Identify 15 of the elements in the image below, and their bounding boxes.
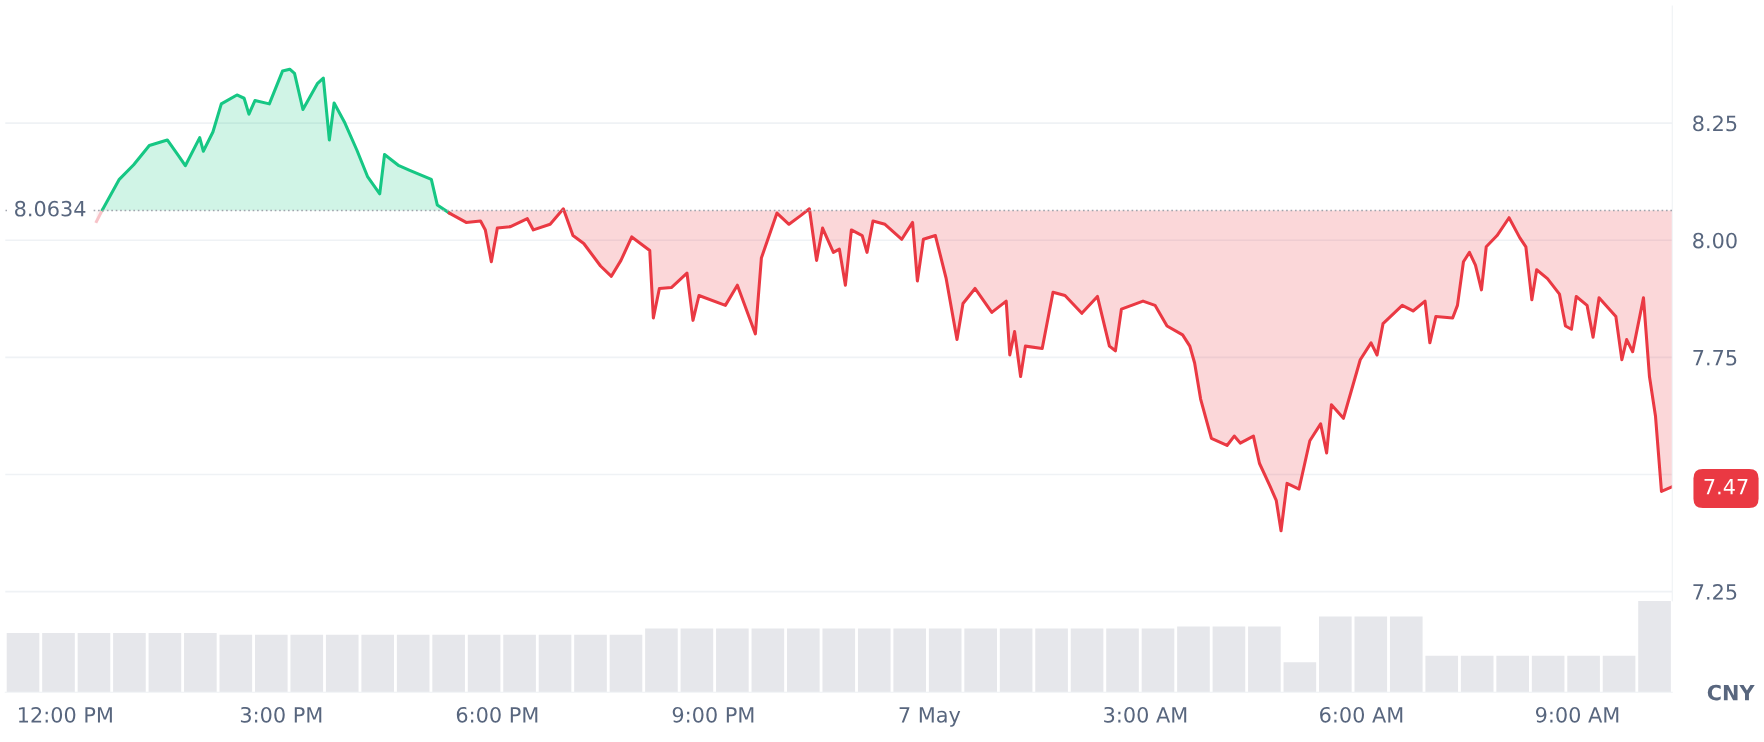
x-tick-label: 3:00 PM [240, 706, 322, 723]
y-tick-label: 8.00 [1693, 232, 1737, 249]
x-tick-label: 3:00 AM [1104, 706, 1187, 723]
x-tick-label: 9:00 AM [1535, 706, 1619, 723]
y-tick-label: 7.75 [1693, 350, 1737, 366]
x-tick-label: 6:00 AM [1320, 706, 1403, 723]
annotation: 7.47 [1704, 479, 1748, 495]
y-tick-label: 7.25 [1693, 584, 1737, 600]
x-tick-label: 6:00 PM [456, 706, 538, 723]
x-tick-label: 12:00 PM [18, 706, 112, 723]
ref-line-label: 8.0634 [15, 200, 86, 217]
x-tick-label: 7 May [899, 707, 961, 727]
x-tick-label: 9:00 PM [672, 706, 754, 723]
y-tick-label: 8.25 [1693, 115, 1737, 132]
y-axis-title: CNY [1707, 684, 1755, 701]
